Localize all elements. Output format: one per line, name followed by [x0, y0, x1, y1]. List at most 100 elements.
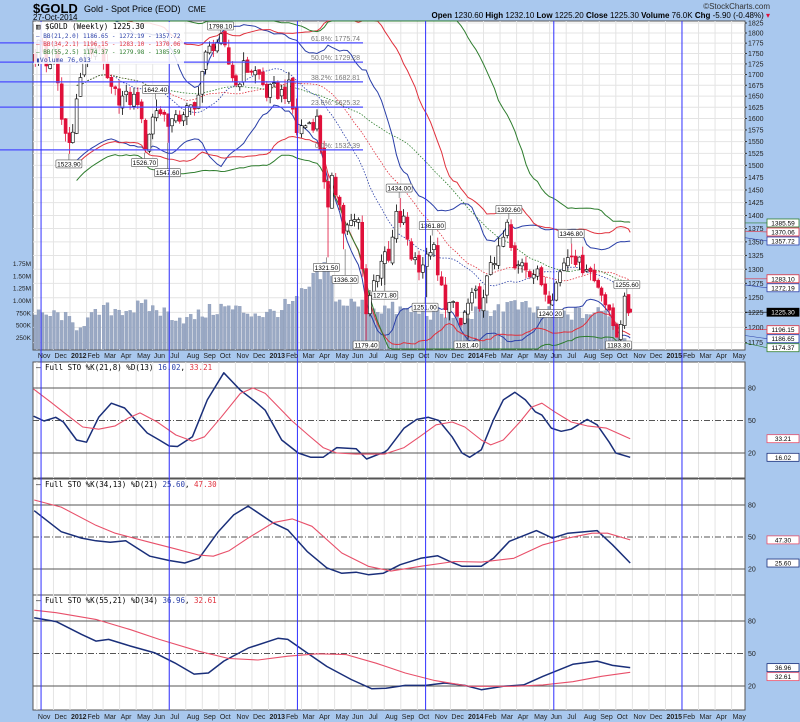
candle: [181, 111, 186, 126]
value-tag: [766, 334, 800, 344]
candle: [154, 99, 159, 122]
candle-icon: ▥: [36, 22, 41, 31]
price-tick-label: 1700: [748, 72, 764, 79]
candle-body: [455, 301, 459, 317]
value-tag-label: 1357.72: [771, 238, 795, 245]
candle: [279, 84, 284, 103]
stoch-2-header: — Full STO %K(34,13) %D(21) 25.60, 47.30: [36, 480, 217, 489]
candle-body: [405, 216, 410, 240]
candle: [459, 317, 463, 327]
candle-body: [211, 43, 216, 51]
stoch-value-label: 47.30: [775, 537, 792, 544]
candle-body: [150, 116, 155, 135]
x-tick-label: Dec: [650, 714, 663, 721]
volume-tick-label: 500K: [16, 323, 32, 330]
candle-body: [432, 244, 436, 250]
candle: [488, 255, 493, 276]
x-tick-label: Sep: [402, 714, 415, 721]
volume-bar: [85, 317, 90, 350]
volume-bar: [196, 309, 201, 350]
candle-body: [341, 204, 346, 234]
candle: [566, 249, 570, 272]
price-tick-label: 1300: [748, 267, 764, 274]
value-tag: [766, 307, 800, 317]
volume-bar: [280, 310, 284, 350]
x-tick-label: Aug: [187, 353, 200, 360]
x-tick-label: Mar: [501, 353, 514, 360]
open-label: Open: [432, 11, 453, 20]
candle-body: [524, 262, 528, 271]
annotation-label: 1526.70: [133, 160, 157, 167]
candle: [136, 87, 140, 110]
candle: [215, 39, 220, 53]
candle-body: [562, 262, 566, 271]
candle: [63, 118, 68, 142]
candle: [223, 28, 227, 48]
candle-body: [607, 304, 612, 311]
candle-body: [154, 110, 159, 119]
candle: [592, 263, 597, 283]
value-tag-connector: [744, 335, 768, 340]
candle: [276, 80, 280, 100]
volume-bar: [599, 310, 604, 350]
price-tick-label: 1525: [748, 151, 764, 158]
candle: [364, 264, 368, 340]
candle: [170, 118, 174, 133]
x-tick-label: Jul: [369, 714, 378, 721]
volume-bar: [48, 316, 52, 350]
candle-body: [230, 64, 235, 79]
x-tick-label: Apr: [121, 714, 133, 721]
value-tag: [766, 227, 800, 237]
volume-bar: [215, 314, 219, 350]
x-tick-label: Feb: [286, 714, 298, 721]
volume-bar: [360, 299, 364, 350]
candle: [447, 301, 452, 321]
candle-body: [241, 60, 246, 83]
annotation-box: [536, 309, 564, 318]
volume-bar: [311, 272, 315, 350]
candle-body: [383, 251, 387, 264]
candle-body: [113, 86, 118, 89]
candle: [162, 109, 167, 122]
x-tick-label: Mar: [700, 714, 713, 721]
candle: [132, 87, 136, 110]
candle: [303, 124, 308, 129]
candle-body: [139, 101, 144, 120]
volume-bar: [219, 303, 223, 350]
volume-bars: [33, 262, 632, 350]
x-tick-label: Nov: [236, 353, 249, 360]
candle-body: [473, 288, 478, 291]
volume-bar: [143, 299, 148, 350]
volume-bar: [303, 289, 308, 350]
volume-label: Volume: [641, 11, 670, 20]
candle-body: [516, 264, 521, 267]
candle: [417, 250, 421, 281]
open-value: 1230.60: [454, 11, 483, 20]
volume-bar: [283, 298, 287, 350]
candle-body: [200, 71, 205, 95]
value-tag: [766, 343, 800, 353]
volume-bar: [33, 314, 37, 350]
x-tick-label: Sep: [402, 353, 415, 360]
annotation-label: 1255.60: [615, 282, 639, 289]
annotation-label: 1179.40: [355, 343, 378, 350]
annotation-box: [154, 168, 181, 177]
candle-body: [48, 64, 52, 69]
candle: [432, 242, 436, 257]
stoch-level-label: 80: [748, 619, 756, 626]
x-tick-label: Feb: [683, 714, 695, 721]
vertical-marker-lines: [40, 21, 683, 710]
x-tick-label: Jul: [170, 714, 179, 721]
candle-body: [428, 252, 433, 257]
candle-body: [162, 111, 167, 115]
legend-bb55-text: BB(55,2.5) 1174.37 - 1279.98 - 1385.59: [43, 49, 181, 56]
candle: [311, 118, 315, 133]
price-tick-label: 1725: [748, 61, 764, 68]
candle: [356, 217, 361, 230]
stoch-value-label: 25.60: [775, 561, 792, 568]
stoch-1-header: — Full STO %K(21,8) %D(13) 16.02, 33.21: [36, 363, 212, 372]
volume-bar: [71, 322, 75, 350]
volume-bar: [268, 309, 272, 350]
volume-tick-label: 750K: [16, 310, 32, 317]
stoch-level-label: 50: [748, 651, 756, 658]
